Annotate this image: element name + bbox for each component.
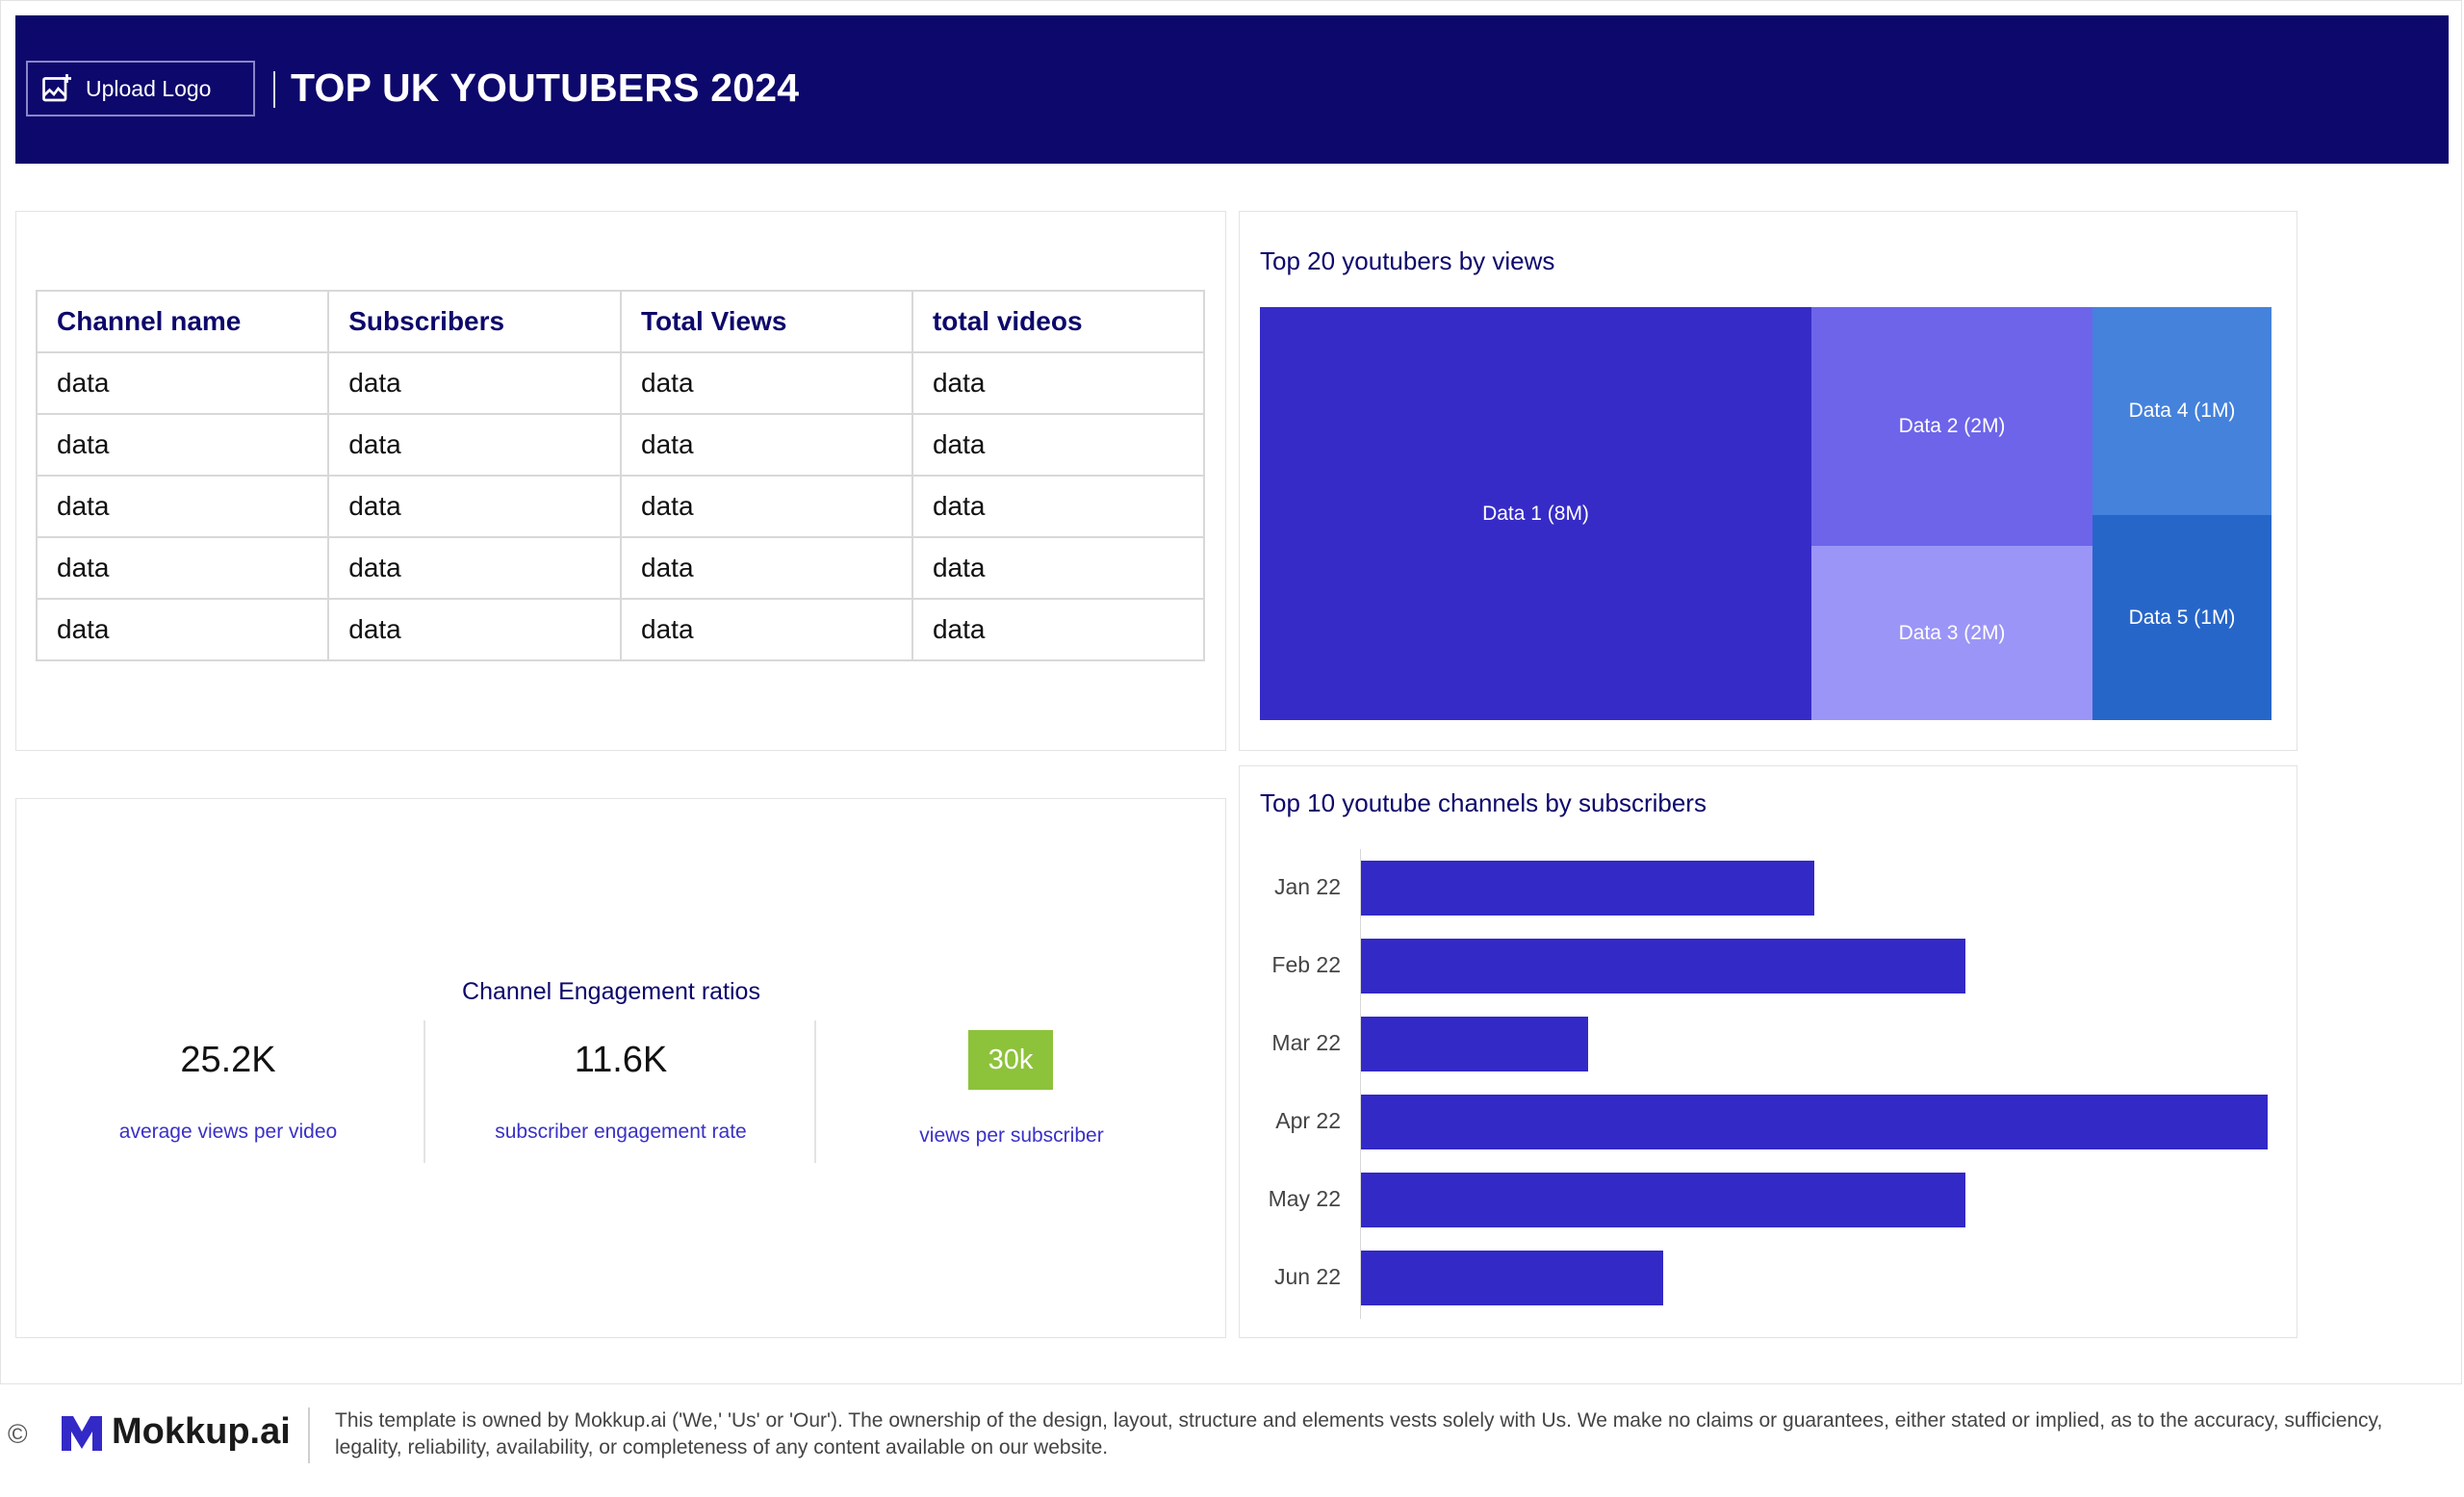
table-cell: data bbox=[911, 475, 1206, 538]
column-header[interactable]: Channel name bbox=[35, 290, 330, 353]
copyright-icon: © bbox=[8, 1419, 28, 1449]
table-cell: data bbox=[911, 598, 1206, 661]
bar[interactable] bbox=[1361, 939, 1965, 994]
treemap-tile[interactable]: Data 4 (1M) bbox=[2092, 307, 2272, 515]
bar-category-label: Jun 22 bbox=[1273, 1264, 1341, 1289]
treemap-tile[interactable]: Data 5 (1M) bbox=[2092, 515, 2272, 720]
image-upload-icon bbox=[42, 74, 71, 102]
treemap-tile[interactable]: Data 2 (2M) bbox=[1811, 307, 2092, 546]
mokkup-logo[interactable]: Mokkup.ai bbox=[60, 1411, 291, 1453]
upload-logo-button[interactable]: Upload Logo bbox=[26, 61, 255, 116]
bar-category-label: Jan 22 bbox=[1273, 874, 1341, 899]
treemap-tile-label: Data 2 (2M) bbox=[1898, 415, 2006, 437]
table-row: data data data data bbox=[35, 475, 1206, 538]
table-cell: data bbox=[620, 536, 913, 600]
bar-category-label: Apr 22 bbox=[1275, 1108, 1341, 1133]
table-cell: data bbox=[911, 413, 1206, 477]
table-row: data data data data bbox=[35, 351, 1206, 415]
bar-chart-axis bbox=[1360, 849, 1361, 1319]
table-row: data data data data bbox=[35, 413, 1206, 477]
bar-chart-title: Top 10 youtube channels by subscribers bbox=[1260, 788, 1707, 817]
channels-table: Channel name Subscribers Total Views tot… bbox=[35, 290, 1206, 661]
kpi-label: average views per video bbox=[118, 1121, 338, 1143]
table-cell: data bbox=[620, 413, 913, 477]
table-cell: data bbox=[327, 413, 623, 477]
column-header[interactable]: Total Views bbox=[620, 290, 913, 353]
kpi-average-views: 25.2K average views per video bbox=[33, 1020, 424, 1163]
table-cell: data bbox=[327, 475, 623, 538]
treemap-tile[interactable]: Data 1 (8M) bbox=[1260, 307, 1811, 720]
footer-disclaimer: This template is owned by Mokkup.ai ('We… bbox=[335, 1409, 2383, 1458]
kpi-divider bbox=[814, 1020, 816, 1163]
engagement-title: Channel Engagement ratios bbox=[462, 978, 760, 1005]
table-row: data data data data bbox=[35, 598, 1206, 661]
bar[interactable] bbox=[1361, 1017, 1588, 1071]
title-divider bbox=[273, 71, 275, 108]
bar[interactable] bbox=[1361, 1251, 1663, 1305]
bar-category-label: May 22 bbox=[1268, 1186, 1341, 1211]
kpi-divider bbox=[424, 1020, 425, 1163]
treemap-tile-label: Data 1 (8M) bbox=[1482, 502, 1589, 525]
table-cell: data bbox=[327, 536, 623, 600]
kpi-subscriber-engagement: 11.6K subscriber engagement rate bbox=[425, 1020, 816, 1163]
table-cell: data bbox=[35, 475, 330, 538]
table-cell: data bbox=[911, 536, 1206, 600]
table-cell: data bbox=[35, 598, 330, 661]
kpi-value: 25.2K bbox=[180, 1040, 276, 1080]
table-row: data data data data bbox=[35, 536, 1206, 600]
kpi-value: 11.6K bbox=[574, 1040, 668, 1080]
bar-category-label: Mar 22 bbox=[1271, 1030, 1341, 1055]
mokkup-logo-text: Mokkup.ai bbox=[112, 1411, 291, 1452]
page-title: TOP UK YOUTUBERS 2024 bbox=[291, 65, 800, 110]
header-bar bbox=[15, 15, 2449, 164]
table-cell: data bbox=[620, 351, 913, 415]
table-cell: data bbox=[35, 413, 330, 477]
page-border bbox=[0, 0, 2462, 1384]
column-header[interactable]: Subscribers bbox=[327, 290, 623, 353]
table-cell: data bbox=[620, 475, 913, 538]
treemap-tile-label: Data 4 (1M) bbox=[2128, 400, 2236, 422]
table-cell: data bbox=[327, 351, 623, 415]
kpi-label: subscriber engagement rate bbox=[495, 1121, 747, 1143]
mokkup-logo-icon bbox=[62, 1415, 102, 1451]
treemap-tile-label: Data 5 (1M) bbox=[2128, 606, 2236, 629]
treemap-title: Top 20 youtubers by views bbox=[1260, 246, 1555, 275]
kpi-views-per-subscriber: views per subscriber bbox=[816, 1020, 1207, 1163]
table-cell: data bbox=[35, 536, 330, 600]
table-cell: data bbox=[911, 351, 1206, 415]
bar[interactable] bbox=[1361, 1095, 2268, 1149]
table-cell: data bbox=[620, 598, 913, 661]
table-cell: data bbox=[35, 351, 330, 415]
footer-divider bbox=[308, 1407, 310, 1463]
bar-category-label: Feb 22 bbox=[1271, 952, 1341, 977]
bar[interactable] bbox=[1361, 1173, 1965, 1227]
column-header[interactable]: total videos bbox=[911, 290, 1206, 353]
treemap-tile-label: Data 3 (2M) bbox=[1898, 621, 2006, 644]
table-header-row: Channel name Subscribers Total Views tot… bbox=[35, 290, 1206, 353]
treemap-tile[interactable]: Data 3 (2M) bbox=[1811, 546, 2092, 720]
kpi-views-per-subscriber-badge: 30k bbox=[968, 1030, 1053, 1090]
upload-logo-label: Upload Logo bbox=[86, 75, 212, 101]
kpi-label: views per subscriber bbox=[919, 1124, 1104, 1147]
bar[interactable] bbox=[1361, 861, 1814, 916]
table-cell: data bbox=[327, 598, 623, 661]
